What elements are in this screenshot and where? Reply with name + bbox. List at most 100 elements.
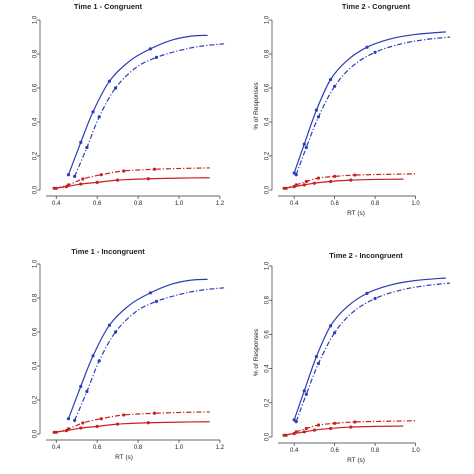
- x-tick-label: 0.8: [371, 201, 380, 207]
- series-point: [328, 77, 333, 82]
- series-point: [294, 173, 298, 177]
- series-point: [294, 420, 298, 424]
- series-line-2: [295, 282, 450, 422]
- y-tick-label: 0.8: [265, 49, 271, 58]
- series-point: [91, 354, 95, 358]
- series-point: [316, 361, 321, 366]
- series-point: [81, 177, 85, 181]
- y-tick-label: 0.8: [265, 295, 271, 304]
- series-point: [316, 176, 321, 180]
- x-tick-label: 0.8: [134, 201, 143, 207]
- y-tick-label: 0.0: [33, 429, 39, 438]
- panel-title: Time 2 - Incongruent: [329, 251, 403, 260]
- series-point: [333, 84, 337, 88]
- y-tick-label: 0.2: [265, 398, 271, 407]
- series-line-3: [54, 421, 210, 433]
- x-tick-label: 0.6: [93, 201, 102, 207]
- y-tick-label: 0.6: [265, 330, 271, 339]
- series-point: [365, 45, 369, 49]
- series-line-1: [67, 278, 208, 419]
- panel-2: 0.0 0.2 0.4 0.6 0.8 1.0 0.4 0.6 0.8 1.0 Time 2 - C…: [253, 2, 450, 217]
- series-point: [349, 425, 353, 429]
- series-point: [154, 299, 159, 303]
- series-point: [328, 324, 333, 328]
- series-point: [66, 417, 71, 421]
- y-tick-label: 0.6: [265, 83, 271, 92]
- series-point: [284, 433, 288, 437]
- series-point: [81, 421, 85, 425]
- series-point: [97, 359, 101, 363]
- y-tick-label: 0.4: [265, 364, 271, 373]
- series-point: [116, 422, 120, 426]
- series-point: [304, 392, 308, 396]
- series-line-2: [74, 43, 225, 177]
- series-point: [353, 173, 357, 177]
- series-point: [314, 108, 319, 112]
- y-tick-label: 0.6: [33, 83, 39, 92]
- series-line-2: [74, 287, 225, 421]
- series-line-1: [293, 277, 446, 421]
- series-point: [373, 296, 377, 301]
- series-point: [73, 174, 77, 178]
- series-line-1: [67, 34, 208, 175]
- y-tick-label: 1.0: [265, 261, 271, 270]
- y-tick-label: 0.2: [265, 151, 271, 160]
- series-point: [99, 173, 103, 177]
- x-tick-label: 0.6: [93, 445, 102, 451]
- series-line-3: [283, 178, 404, 189]
- series-point: [302, 183, 306, 187]
- y-axis-label: % of Responses: [253, 328, 260, 376]
- series-point: [333, 331, 337, 335]
- panel-title: Time 2 - Congruent: [342, 2, 411, 11]
- series-point: [79, 140, 83, 144]
- series-point: [95, 180, 99, 184]
- series-point: [73, 418, 77, 422]
- series-point: [333, 174, 337, 178]
- y-tick-label: 0.0: [265, 185, 271, 194]
- series-point: [152, 167, 157, 171]
- y-tick-label: 0.8: [33, 49, 39, 58]
- series-point: [154, 55, 159, 60]
- y-tick-label: 0.0: [33, 185, 39, 194]
- x-tick-label: 0.4: [52, 201, 61, 207]
- x-tick-label: 0.4: [290, 201, 299, 207]
- y-axis-label: % of Responses: [253, 82, 260, 130]
- series-point: [79, 426, 83, 430]
- y-tick-label: 1.0: [33, 15, 39, 24]
- series-point: [333, 421, 337, 425]
- series-point: [95, 424, 99, 428]
- series-point: [66, 427, 71, 431]
- x-tick-label: 0.4: [52, 445, 61, 451]
- x-tick-label: 1.0: [175, 445, 184, 451]
- series-point: [107, 323, 112, 327]
- series-point: [316, 115, 321, 119]
- x-tick-label: 0.6: [330, 201, 339, 207]
- x-axis-label: RT (s): [115, 454, 133, 461]
- y-tick-label: 0.2: [33, 395, 39, 404]
- y-tick-label: 0.2: [33, 151, 39, 160]
- series-line-3: [283, 425, 404, 436]
- series-point: [122, 169, 126, 173]
- panel-4: 0.0 0.2 0.4 0.6 0.8 1.0 0.4 0.6 0.8 1.0 Time 2 - I…: [253, 251, 450, 464]
- series-point: [148, 291, 152, 295]
- series-point: [97, 115, 101, 119]
- series-point: [302, 430, 306, 434]
- x-tick-label: 1.2: [216, 445, 225, 451]
- series-point: [54, 186, 58, 190]
- x-axis-label: RT (s): [347, 210, 365, 217]
- series-point: [152, 411, 157, 415]
- series-point: [294, 183, 298, 187]
- x-tick-label: 1.0: [411, 201, 420, 207]
- series-point: [304, 179, 308, 184]
- x-axis-label: RT (s): [347, 457, 365, 464]
- series-point: [365, 291, 369, 295]
- series-line-2: [295, 36, 450, 175]
- series-line-3: [54, 177, 210, 189]
- series-point: [54, 430, 58, 434]
- series-point: [146, 177, 150, 181]
- series-point: [107, 79, 112, 83]
- series-point: [312, 428, 317, 432]
- series-point: [85, 145, 89, 150]
- y-tick-label: 0.6: [33, 327, 39, 336]
